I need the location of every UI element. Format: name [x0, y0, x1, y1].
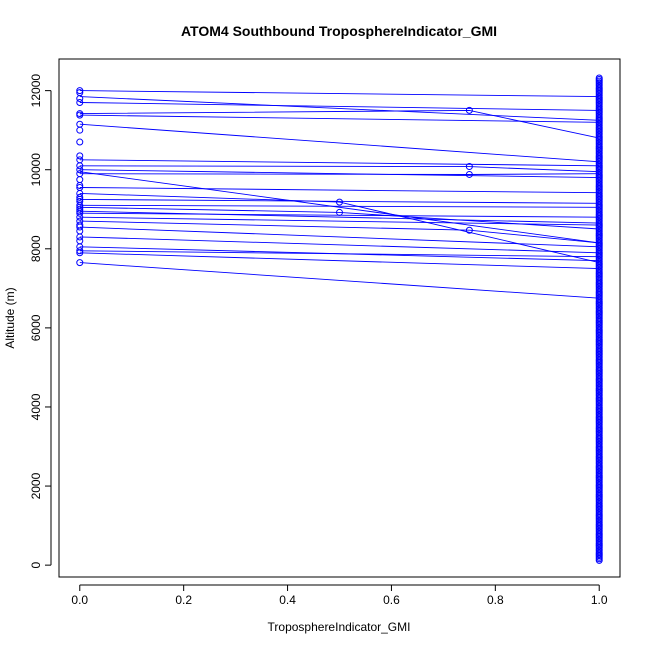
data-point	[76, 162, 84, 170]
series-line	[79, 109, 600, 139]
data-point	[76, 205, 84, 213]
data-point	[76, 152, 84, 160]
data-point	[76, 95, 84, 103]
y-tick-label: 2000	[29, 472, 43, 499]
y-tick-label: 4000	[29, 393, 43, 420]
series-line	[79, 192, 600, 264]
series-line	[79, 262, 600, 299]
series-line	[79, 236, 600, 254]
series-line	[79, 250, 600, 258]
data-point	[76, 213, 84, 221]
series-line	[79, 252, 600, 270]
series-line	[79, 171, 600, 244]
x-tick-label: 0.6	[383, 593, 400, 607]
x-tick-label: 0.2	[175, 593, 192, 607]
data-point	[76, 176, 84, 184]
data-point	[465, 163, 473, 171]
y-tick-label: 12000	[29, 74, 43, 108]
series-line	[79, 114, 600, 123]
series-line	[79, 187, 600, 194]
y-tick-label: 8000	[29, 235, 43, 262]
series-line	[79, 123, 600, 163]
data-point	[336, 198, 343, 206]
x-tick-label: 0.8	[487, 593, 504, 607]
data-point	[465, 106, 473, 114]
data-point	[76, 166, 84, 174]
data-point	[76, 233, 84, 241]
data-point	[76, 111, 84, 119]
y-tick-label: 10000	[29, 153, 43, 187]
x-tick-label: 1.0	[591, 593, 608, 607]
y-tick-label: 0	[29, 561, 43, 568]
data-point	[76, 193, 84, 201]
data-point	[76, 237, 84, 245]
data-point	[76, 126, 84, 134]
series-line	[79, 102, 600, 111]
x-axis-label: TroposphereIndicator_GMI	[268, 620, 411, 634]
data-point	[76, 182, 84, 190]
series-line	[79, 216, 600, 226]
data-point	[595, 74, 603, 82]
data-point	[465, 226, 473, 234]
series-line	[79, 220, 600, 244]
data-point	[76, 87, 84, 95]
data-point	[76, 223, 84, 231]
data-layer	[76, 74, 603, 564]
series-line	[79, 165, 600, 173]
x-tick-label: 0.4	[279, 593, 296, 607]
data-point	[465, 170, 473, 178]
data-point	[76, 138, 84, 146]
data-point	[76, 98, 84, 106]
chart-title: ATOM4 Southbound TroposphereIndicator_GM…	[181, 23, 497, 39]
series-line	[79, 198, 600, 204]
series-line	[79, 169, 600, 179]
series-line	[79, 96, 600, 121]
data-point	[76, 209, 84, 217]
data-point	[76, 249, 84, 257]
x-axis: 0.0 0.2 0.4 0.6 0.8 1.0	[71, 584, 608, 607]
series-line	[79, 90, 600, 98]
plot-frame	[58, 58, 621, 578]
y-axis: 0 2000 4000 6000 8000 10000 12000	[29, 74, 52, 568]
y-tick-label: 6000	[29, 314, 43, 341]
x-tick-label: 0.0	[71, 593, 88, 607]
series-line	[79, 204, 600, 208]
data-point	[76, 227, 84, 235]
series-line	[79, 226, 600, 248]
series-line	[79, 173, 600, 175]
data-point	[76, 247, 84, 255]
data-point	[336, 208, 343, 216]
series-line	[79, 159, 600, 167]
y-axis-label: Altitude (m)	[3, 287, 17, 348]
series-line	[79, 210, 600, 224]
data-point	[76, 259, 84, 267]
